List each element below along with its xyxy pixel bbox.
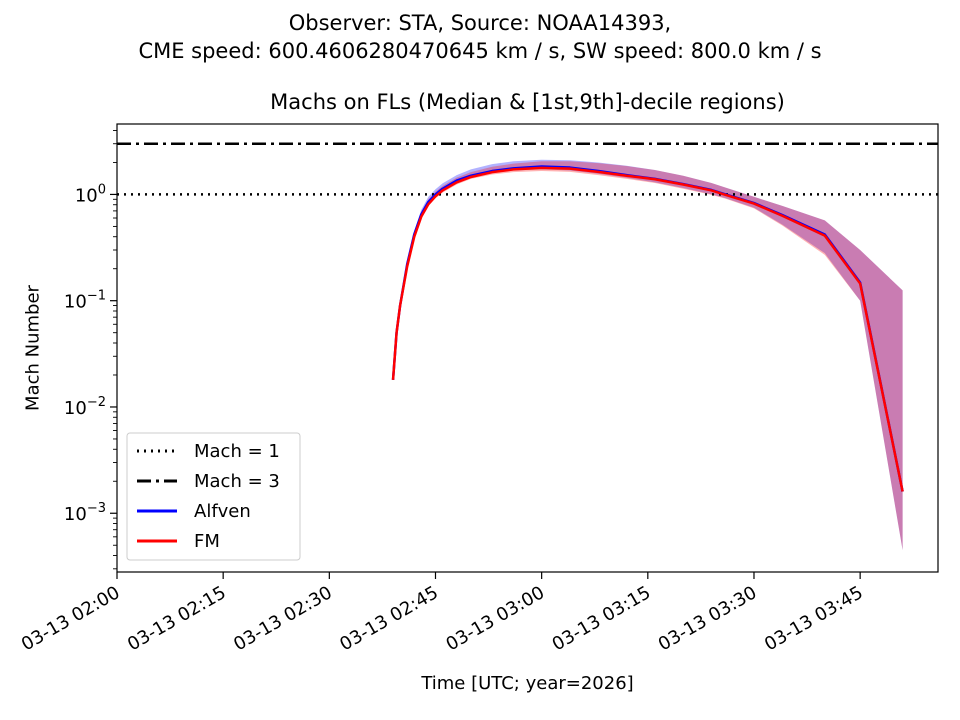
alfven-median-line xyxy=(391,165,904,492)
x-tick-label: 03-13 03:00 xyxy=(442,582,548,655)
legend: Mach = 1 Mach = 3 Alfven FM xyxy=(126,432,301,561)
y-tick-label: 10−1 xyxy=(64,289,106,313)
y-tick-label: 100 xyxy=(75,182,106,206)
axes-spines xyxy=(116,123,939,573)
legend-label: Mach = 1 xyxy=(194,441,280,462)
fm-decile-band xyxy=(393,161,903,551)
alfven-decile-band xyxy=(393,159,903,551)
x-tick-label: 03-13 02:15 xyxy=(124,582,230,655)
legend-label: Alfven xyxy=(194,501,251,522)
x-tick-label: 03-13 03:45 xyxy=(761,582,867,655)
x-tick-label: 03-13 03:15 xyxy=(549,582,655,655)
reference-lines xyxy=(117,142,938,196)
median-lines xyxy=(391,165,904,492)
figure-suptitle-line1: Observer: STA, Source: NOAA14393, xyxy=(288,11,672,35)
y-tick-label: 10−2 xyxy=(64,395,106,419)
legend-label: Mach = 3 xyxy=(194,471,280,492)
legend-label: FM xyxy=(194,531,220,552)
figure-suptitle-line2: CME speed: 600.4606280470645 km / s, SW … xyxy=(138,39,822,63)
y-tick-label: 10−3 xyxy=(64,501,106,525)
x-tick-label: 03-13 02:30 xyxy=(230,582,336,655)
x-tick-label: 03-13 02:45 xyxy=(336,582,442,655)
axes-title: Machs on FLs (Median & [1st,9th]-decile … xyxy=(270,90,785,114)
x-tick-label: 03-13 03:30 xyxy=(655,582,761,655)
fm-median-line xyxy=(391,166,904,492)
legend-box xyxy=(126,432,301,561)
x-axis-label: Time [UTC; year=2026] xyxy=(421,673,634,694)
x-tick-label: 03-13 02:00 xyxy=(18,582,124,655)
decile-bands xyxy=(393,159,903,551)
